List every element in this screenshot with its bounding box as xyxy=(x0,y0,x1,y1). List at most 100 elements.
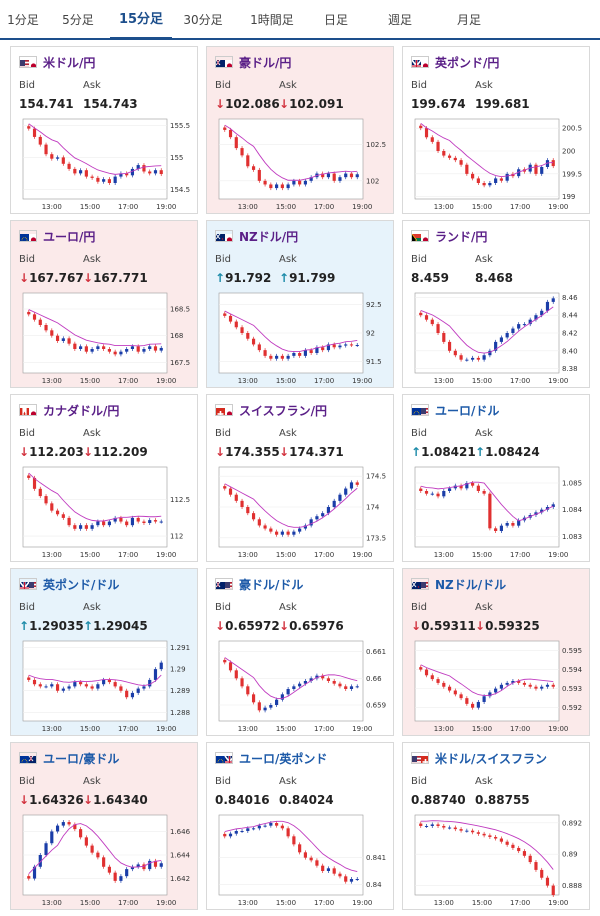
pair-title[interactable]: 豪ドル/ドル xyxy=(215,576,303,592)
ask-value: 0.84024 xyxy=(279,793,334,807)
rate-card[interactable]: 米ドル/スイスフラン Bid Ask 0.88740 0.88755 0.892 0.89 0… xyxy=(402,742,590,910)
price-chart[interactable]: 168.5 168 167.5 13:00 15:00 17:00 19:00 xyxy=(19,291,191,389)
pair-title[interactable]: カナダドル/円 xyxy=(19,402,119,418)
tab-1[interactable]: 5分足 xyxy=(62,13,94,27)
pair-name[interactable]: 米ドル/スイスフラン xyxy=(435,751,548,766)
price-chart[interactable]: 155.5 155 154.5 13:00 15:00 17:00 19:00 xyxy=(19,117,191,215)
pair-name[interactable]: NZドル/ドル xyxy=(435,577,507,592)
pair-name[interactable]: 英ポンド/円 xyxy=(435,55,500,70)
rate-card[interactable]: NZドル/ドル Bid Ask ↓0.59311 ↓0.59325 0.595 0.594 0… xyxy=(402,568,590,736)
tab-3[interactable]: 30分足 xyxy=(183,13,223,27)
pair-title[interactable]: 英ポンド/ドル xyxy=(19,576,119,592)
rate-card[interactable]: スイスフラン/円 Bid Ask ↓174.355 ↓174.371 174.5 174 17… xyxy=(206,394,394,562)
candle xyxy=(332,681,336,684)
pair-title[interactable]: NZドル/ドル xyxy=(411,576,506,592)
x-tick-label: 15:00 xyxy=(276,899,296,907)
price-chart[interactable]: 200.5 200 199.5 199 13:00 15:00 17:00 19:00 xyxy=(411,117,583,215)
price-chart[interactable]: 174.5 174 173.5 13:00 15:00 17:00 19:00 xyxy=(215,465,387,563)
candle xyxy=(494,688,498,693)
price-chart[interactable]: 0.595 0.594 0.593 0.592 13:00 15:00 17:00 19:00 xyxy=(411,639,583,737)
rate-card[interactable]: ユーロ/円 Bid Ask ↓167.767 ↓167.771 168.5 168 167.5… xyxy=(10,220,198,388)
pair-title[interactable]: ユーロ/英ポンド xyxy=(215,750,327,766)
pair-name[interactable]: 英ポンド/ドル xyxy=(43,577,120,592)
price-chart[interactable]: 1.646 1.644 1.642 13:00 15:00 17:00 19:00 xyxy=(19,813,191,911)
pair-name[interactable]: ユーロ/英ポンド xyxy=(239,751,328,766)
candle xyxy=(102,857,106,867)
candle xyxy=(315,860,319,866)
pair-title[interactable]: ユーロ/円 xyxy=(19,228,95,244)
pair-name[interactable]: スイスフラン/円 xyxy=(239,403,328,418)
rate-card[interactable]: 英ポンド/円 Bid Ask 199.674 199.681 200.5 200 199.5 1… xyxy=(402,46,590,214)
price-chart[interactable]: 8.46 8.44 8.42 8.40 8.38 13:00 15:00 17:00 19:00 xyxy=(411,291,583,389)
candle xyxy=(90,686,94,689)
tab-7[interactable]: 月足 xyxy=(456,13,481,27)
price-chart[interactable]: 102.5 102 13:00 15:00 17:00 19:00 xyxy=(215,117,387,215)
pair-title[interactable]: NZドル/円 xyxy=(215,228,298,244)
candle xyxy=(499,525,503,531)
rate-card[interactable]: カナダドル/円 Bid Ask ↓112.203 ↓112.209 112.5 112 13:… xyxy=(10,394,198,562)
pair-name[interactable]: ユーロ/円 xyxy=(43,229,96,244)
pair-name[interactable]: NZドル/円 xyxy=(239,229,299,244)
pair-name[interactable]: カナダドル/円 xyxy=(43,403,120,418)
tab-4[interactable]: 1時間足 xyxy=(250,13,294,27)
price-chart[interactable]: 0.841 0.84 13:00 15:00 17:00 19:00 xyxy=(215,813,387,911)
candle xyxy=(234,670,238,679)
rate-card[interactable]: ユーロ/ドル Bid Ask ↑1.08421 ↑1.08424 1.085 1.084 1.… xyxy=(402,394,590,562)
ask-value: ↓0.59325 xyxy=(475,619,540,633)
rate-card[interactable]: 豪ドル/ドル Bid Ask ↓0.65972 ↓0.65976 0.661 0.66 0.6… xyxy=(206,568,394,736)
tab-2[interactable]: 15分足 xyxy=(110,0,172,40)
candlestick-chart: 92.5 92 91.5 13:00 15:00 17:00 19:00 xyxy=(218,292,382,385)
candle xyxy=(263,525,267,529)
pair-name[interactable]: ユーロ/ドル xyxy=(435,403,500,418)
tab-0[interactable]: 1分足 xyxy=(7,13,39,27)
pair-title[interactable]: ユーロ/ドル xyxy=(411,402,499,418)
y-tick-label: 0.594 xyxy=(562,666,583,674)
bid-value: ↑91.792 xyxy=(215,271,272,285)
candle xyxy=(298,844,302,853)
price-chart[interactable]: 0.661 0.66 0.659 13:00 15:00 17:00 19:00 xyxy=(215,639,387,737)
candle xyxy=(528,684,532,687)
currency-flag-icon xyxy=(215,230,233,242)
pair-title[interactable]: 米ドル/円 xyxy=(19,54,95,70)
candle xyxy=(44,496,48,504)
candle xyxy=(494,178,498,183)
candle xyxy=(453,350,457,356)
rate-card[interactable]: 豪ドル/円 Bid Ask ↓102.086 ↓102.091 102.5 102 13:00… xyxy=(206,46,394,214)
price-chart[interactable]: 1.291 1.29 1.289 1.288 13:00 15:00 17:00 19:00 xyxy=(19,639,191,737)
pair-name[interactable]: ユーロ/豪ドル xyxy=(43,751,120,766)
price-chart[interactable]: 0.892 0.89 0.888 13:00 15:00 17:00 19:00 xyxy=(411,813,583,911)
candle xyxy=(136,517,140,522)
pair-name[interactable]: 米ドル/円 xyxy=(43,55,96,70)
pair-name[interactable]: 豪ドル/ドル xyxy=(239,577,304,592)
tab-6[interactable]: 週足 xyxy=(387,13,412,27)
rate-card[interactable]: ユーロ/豪ドル Bid Ask ↓1.64326 ↓1.64340 1.646 1.644 1… xyxy=(10,742,198,910)
pair-title[interactable]: 米ドル/スイスフラン xyxy=(411,750,547,766)
pair-title[interactable]: 英ポンド/円 xyxy=(411,54,499,70)
currency-flag-icon xyxy=(19,404,37,416)
price-chart[interactable]: 1.085 1.084 1.083 13:00 15:00 17:00 19:00 xyxy=(411,465,583,563)
rate-card[interactable]: 米ドル/円 Bid Ask 154.741 154.743 155.5 155 154.5 13… xyxy=(10,46,198,214)
price-chart[interactable]: 112.5 112 13:00 15:00 17:00 19:00 xyxy=(19,465,191,563)
rate-card[interactable]: ランド/円 Bid Ask 8.459 8.468 8.46 8.44 8.42 8.40 8.3… xyxy=(402,220,590,388)
rate-card[interactable]: 英ポンド/ドル Bid Ask ↑1.29035 ↑1.29045 1.291 1.29 1.… xyxy=(10,568,198,736)
candle xyxy=(79,682,83,685)
pair-name[interactable]: ランド/円 xyxy=(435,229,488,244)
pair-title[interactable]: ユーロ/豪ドル xyxy=(19,750,119,766)
price-chart[interactable]: 92.5 92 91.5 13:00 15:00 17:00 19:00 xyxy=(215,291,387,389)
candle xyxy=(275,531,279,535)
rate-card[interactable]: ユーロ/英ポンド Bid Ask 0.84016 0.84024 0.841 0.84 13:… xyxy=(206,742,394,910)
candle xyxy=(263,350,267,356)
ask-label: Ask xyxy=(83,254,101,265)
pair-name[interactable]: 豪ドル/円 xyxy=(239,55,292,70)
ask-value: 0.88755 xyxy=(475,793,530,807)
candle xyxy=(67,163,71,169)
candle xyxy=(517,520,521,526)
candle xyxy=(50,154,54,159)
pair-title[interactable]: 豪ドル/円 xyxy=(215,54,291,70)
pair-title[interactable]: スイスフラン/円 xyxy=(215,402,327,418)
candle xyxy=(61,822,65,826)
rate-card[interactable]: NZドル/円 Bid Ask ↑91.792 ↑91.799 92.5 92 91.5 13:0… xyxy=(206,220,394,388)
candle xyxy=(321,865,325,871)
pair-title[interactable]: ランド/円 xyxy=(411,228,487,244)
tab-5[interactable]: 日足 xyxy=(323,13,348,27)
